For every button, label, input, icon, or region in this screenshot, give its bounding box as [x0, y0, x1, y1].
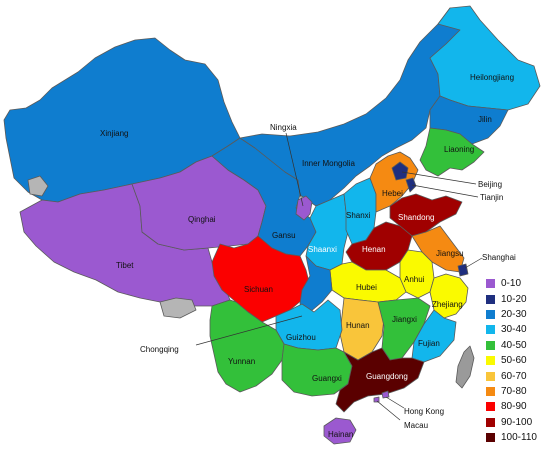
legend-swatch: [486, 309, 495, 319]
label-zhejiang: Zhejiang: [432, 300, 463, 309]
legend-item: 40-50: [486, 338, 550, 353]
region-disputed-southwest: [159, 297, 197, 319]
legend-label: 70-80: [501, 385, 527, 397]
label-hunan: Hunan: [346, 321, 370, 330]
leader-beijing: [401, 171, 477, 185]
legend-item: 50-60: [486, 353, 550, 368]
legend-item: 20-30: [486, 307, 550, 322]
label-hainan: Hainan: [328, 430, 353, 439]
label-shanghai: Shanghai: [482, 253, 516, 262]
label-sichuan: Sichuan: [244, 285, 273, 294]
label-qinghai: Qinghai: [188, 215, 216, 224]
legend-label: 20-30: [501, 308, 527, 320]
leader-tianjin: [411, 184, 479, 198]
label-guangxi: Guangxi: [312, 374, 342, 383]
legend-item: 90-100: [486, 415, 550, 430]
region-hainan[interactable]: [323, 417, 357, 445]
legend-item: 0-10: [486, 276, 550, 291]
legend-swatch: [486, 325, 495, 335]
label-xinjiang: Xinjiang: [100, 129, 128, 138]
legend-label: 0-10: [501, 278, 522, 290]
legend-swatch: [486, 402, 495, 412]
region-guangdong[interactable]: [335, 347, 425, 413]
legend-item: 70-80: [486, 384, 550, 399]
leader-chongqing: [195, 315, 303, 346]
label-chongqing: Chongqing: [140, 345, 179, 354]
label-inner-mongolia: Inner Mongolia: [302, 159, 355, 168]
label-guizhou: Guizhou: [286, 333, 316, 342]
leader-ningxia: [285, 132, 304, 207]
region-heilongjiang[interactable]: [429, 5, 541, 111]
legend-label: 60-70: [501, 370, 527, 382]
label-tianjin: Tianjin: [480, 193, 503, 202]
legend-item: 100-110: [486, 430, 550, 445]
region-chongqing[interactable]: [299, 255, 333, 313]
label-liaoning: Liaoning: [444, 145, 474, 154]
label-shandong: Shandong: [398, 213, 434, 222]
label-beijing: Beijing: [478, 180, 502, 189]
legend-item: 60-70: [486, 368, 550, 383]
region-ningxia[interactable]: [295, 195, 313, 221]
legend-swatch: [486, 417, 495, 427]
label-macau: Macau: [404, 421, 428, 430]
region-disputed-northwest: [27, 175, 49, 197]
legend-label: 10-20: [501, 293, 527, 305]
label-shanxi: Shanxi: [346, 211, 371, 220]
label-yunnan: Yunnan: [228, 357, 255, 366]
legend-label: 30-40: [501, 324, 527, 336]
region-guangxi[interactable]: [281, 343, 353, 397]
leader-shanghai: [464, 257, 483, 269]
region-yunnan[interactable]: [209, 299, 285, 393]
legend-label: 80-90: [501, 401, 527, 413]
label-anhui: Anhui: [404, 275, 425, 284]
label-fujian: Fujian: [418, 339, 440, 348]
label-gansu: Gansu: [272, 231, 296, 240]
legend-label: 90-100: [501, 416, 533, 428]
region-taiwan: [455, 345, 475, 389]
label-hubei: Hubei: [356, 283, 377, 292]
leader-hong-kong: [385, 396, 405, 409]
legend-swatch: [486, 371, 495, 381]
legend-item: 10-20: [486, 291, 550, 306]
label-jilin: Jilin: [478, 115, 492, 124]
legend-label: 50-60: [501, 355, 527, 367]
legend-swatch: [486, 340, 495, 350]
legend-swatch: [486, 356, 495, 366]
label-hebei: Hebei: [382, 189, 403, 198]
label-jiangxi: Jiangxi: [392, 315, 417, 324]
label-tibet: Tibet: [116, 261, 134, 270]
legend-swatch: [486, 433, 495, 443]
label-shaanxi: Shaanxi: [308, 245, 337, 254]
legend-item: 80-90: [486, 399, 550, 414]
region-macau[interactable]: [373, 396, 380, 403]
label-henan: Henan: [362, 245, 386, 254]
region-hong-kong[interactable]: [381, 390, 390, 399]
label-heilongjiang: Heilongjiang: [470, 73, 514, 82]
map-legend: 0-10 10-20 20-30 30-40 40-50 50-60 60-70 70-80 8…: [486, 276, 550, 445]
label-jiangsu: Jiangsu: [436, 249, 464, 258]
region-liaoning[interactable]: [419, 127, 485, 177]
legend-swatch: [486, 279, 495, 289]
legend-item: 30-40: [486, 322, 550, 337]
legend-swatch: [486, 386, 495, 396]
leader-macau: [376, 400, 401, 421]
legend-label: 40-50: [501, 339, 527, 351]
label-guangdong: Guangdong: [366, 372, 408, 381]
label-hong-kong: Hong Kong: [404, 407, 444, 416]
legend-label: 100-110: [501, 432, 537, 444]
label-ningxia: Ningxia: [270, 123, 297, 132]
region-shanghai[interactable]: [457, 263, 469, 277]
legend-swatch: [486, 294, 495, 304]
